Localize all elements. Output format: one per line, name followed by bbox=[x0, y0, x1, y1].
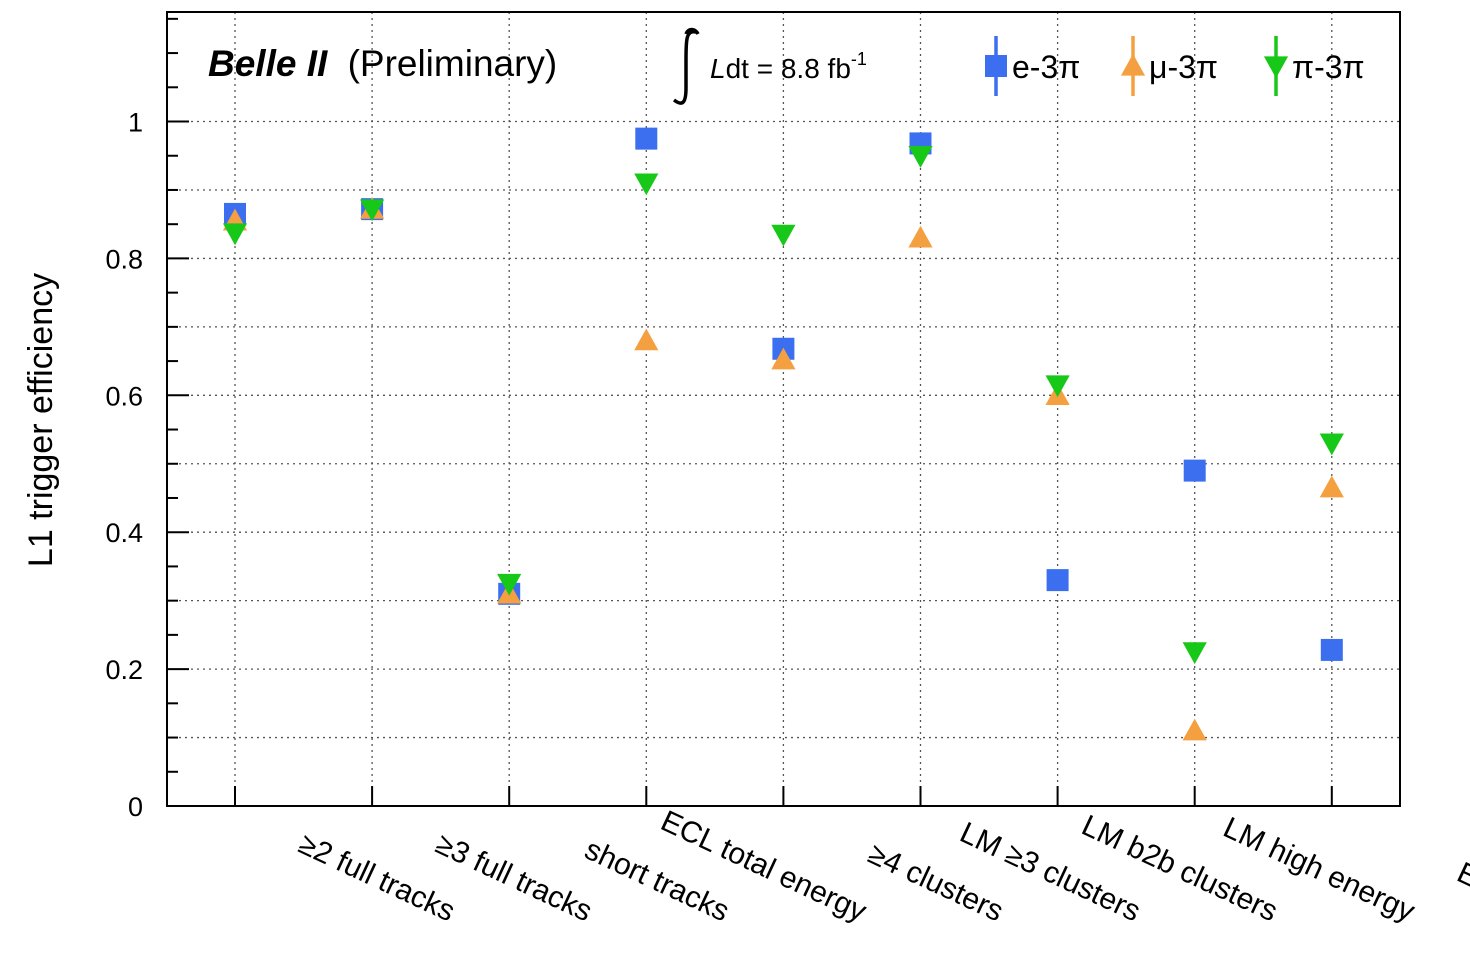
legend-label: π-3π bbox=[1292, 49, 1365, 85]
legend-label: μ-3π bbox=[1149, 49, 1218, 85]
point-triangle-up bbox=[1182, 718, 1207, 741]
legend-marker bbox=[1120, 53, 1146, 76]
legend: e-3π μ-3π π-3π bbox=[985, 36, 1365, 96]
y-tick-label: 0 bbox=[128, 792, 143, 822]
point-triangle-up bbox=[771, 347, 796, 370]
y-tick-label: 0.8 bbox=[105, 244, 143, 274]
point-triangle-up bbox=[1319, 475, 1344, 498]
luminosity-label: Ldt = 8.8 fb-1 bbox=[710, 49, 867, 84]
x-category-label: ≥3 full tracks bbox=[431, 827, 597, 928]
point-square bbox=[1183, 459, 1206, 482]
point-triangle-up bbox=[634, 328, 659, 351]
point-square bbox=[635, 127, 658, 150]
point-triangle-down bbox=[771, 224, 796, 247]
point-triangle-up bbox=[908, 225, 933, 248]
grid-layer bbox=[167, 12, 1400, 806]
legend-marker bbox=[985, 55, 1007, 77]
point-triangle-down bbox=[1182, 642, 1207, 665]
legend-marker bbox=[1263, 56, 1289, 79]
y-tick-label: 0.2 bbox=[105, 655, 143, 685]
point-triangle-down bbox=[1319, 433, 1344, 456]
point-square bbox=[1046, 569, 1069, 592]
point-triangle-down bbox=[360, 199, 385, 222]
integral-symbol bbox=[672, 30, 697, 105]
point-triangle-down bbox=[497, 573, 522, 596]
y-tick-label: 0.6 bbox=[105, 381, 143, 411]
data-marks bbox=[222, 127, 1344, 741]
y-tick-label: 1 bbox=[128, 108, 143, 138]
x-category-label: ECL μμ bbox=[1452, 856, 1470, 928]
experiment-label: Belle II (Preliminary) bbox=[208, 43, 557, 84]
point-triangle-down bbox=[1045, 375, 1070, 398]
point-triangle-down bbox=[222, 223, 248, 246]
point-square bbox=[1320, 638, 1343, 661]
y-axis-title: L1 trigger efficiency bbox=[22, 273, 60, 567]
x-category-label: ≥2 full tracks bbox=[294, 827, 460, 928]
point-triangle-down bbox=[908, 146, 933, 168]
annotations: Belle II (Preliminary) Ldt = 8.8 fb-1 bbox=[208, 27, 867, 105]
point-triangle-down bbox=[634, 173, 659, 196]
y-tick-label: 0.4 bbox=[105, 518, 143, 548]
legend-label: e-3π bbox=[1012, 49, 1080, 85]
axis-layer: 0 0.2 0.4 0.6 0.8 1 ≥2 full tracks≥3 full trac… bbox=[105, 17, 1470, 928]
